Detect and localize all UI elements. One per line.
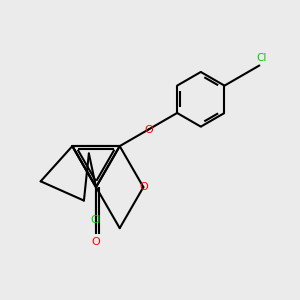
Text: Cl: Cl bbox=[91, 215, 101, 225]
Text: Cl: Cl bbox=[256, 53, 267, 63]
Text: O: O bbox=[92, 237, 100, 247]
Text: O: O bbox=[144, 124, 153, 134]
Text: O: O bbox=[139, 182, 148, 192]
